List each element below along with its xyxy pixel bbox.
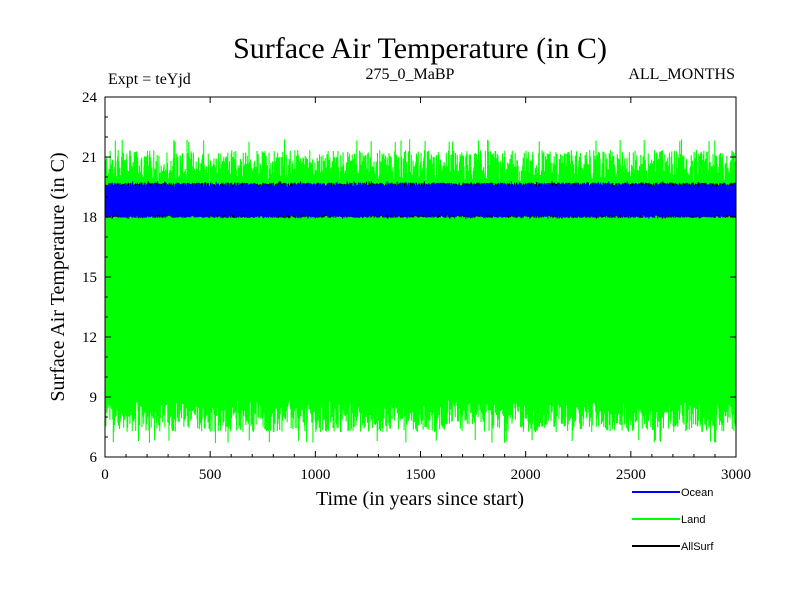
legend-label-allsurf: AllSurf: [681, 541, 714, 553]
x-tick-label: 0: [101, 467, 109, 483]
y-axis-ticks: 6 9 12 15 18 21 24: [82, 90, 736, 466]
x-tick-label: 2500: [616, 467, 646, 483]
expt-label: Expt = teYjd: [108, 71, 191, 88]
legend-label-ocean: Ocean: [681, 487, 713, 499]
y-tick-label: 12: [82, 330, 97, 346]
series-line-ocean: [104, 181, 737, 219]
x-tick-label: 1000: [300, 467, 330, 483]
run-label: 275_0_MaBP: [366, 66, 455, 83]
months-label: ALL_MONTHS: [628, 66, 735, 83]
y-axis-label: Surface Air Temperature (in C): [47, 152, 69, 401]
y-tick-label: 15: [82, 270, 97, 286]
x-tick-label: 500: [199, 467, 222, 483]
chart-title: Surface Air Temperature (in C): [233, 32, 607, 65]
x-tick-label: 2000: [511, 467, 541, 483]
y-tick-label: 18: [82, 210, 97, 226]
x-tick-label: 3000: [721, 467, 751, 483]
y-tick-label: 6: [90, 450, 98, 466]
y-tick-label: 21: [82, 150, 97, 166]
plot-series: [104, 139, 737, 443]
x-tick-label: 1500: [406, 467, 436, 483]
y-tick-label: 24: [82, 90, 98, 106]
y-tick-label: 9: [90, 390, 98, 406]
series-line-land: [104, 139, 737, 443]
x-axis-ticks: 0 500 1000 1500 2000 2500 3000: [101, 97, 751, 483]
legend: Ocean Land AllSurf: [632, 487, 714, 553]
legend-label-land: Land: [681, 514, 705, 526]
x-axis-label: Time (in years since start): [316, 488, 524, 510]
